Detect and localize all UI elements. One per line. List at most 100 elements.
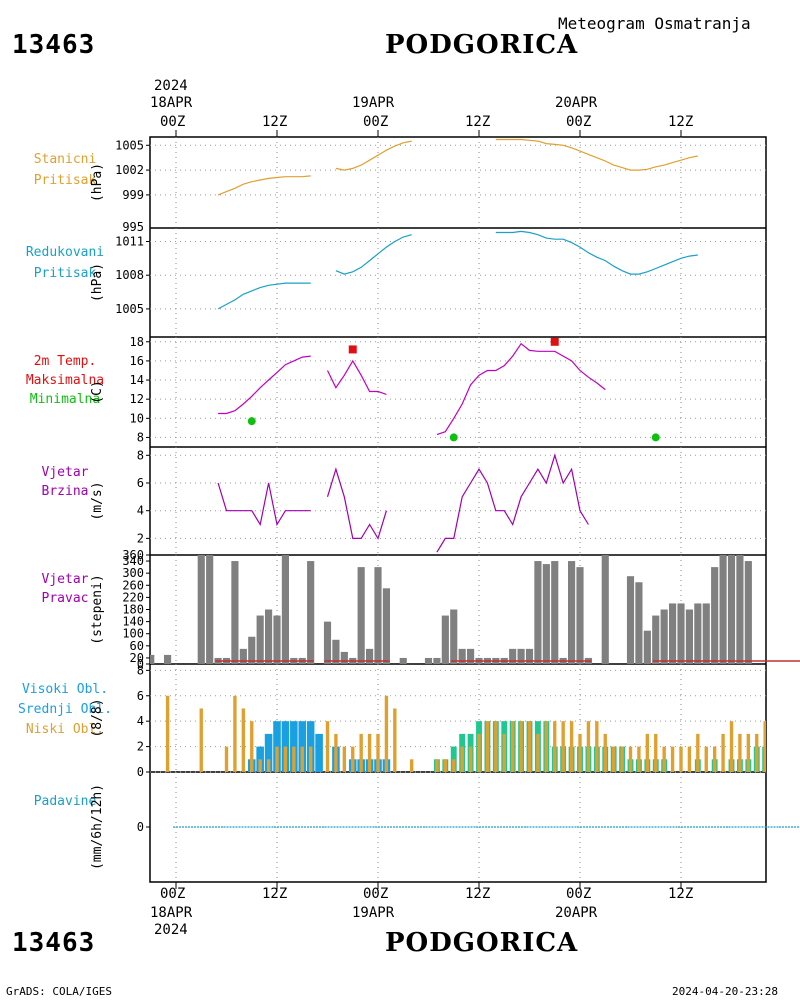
direction-bar <box>206 555 214 664</box>
cloud-bar <box>250 721 254 772</box>
direction-bar <box>635 582 643 664</box>
cloud-bar <box>342 746 347 772</box>
bottom-tick-1: 00Z <box>160 886 186 902</box>
y-tick-label: 995 <box>122 220 144 234</box>
cloud-bar <box>393 708 397 772</box>
top-date-3: 20APR <box>555 95 598 111</box>
series-line <box>782 242 800 261</box>
y-tick-label: 14 <box>130 373 144 387</box>
cloud-bar <box>351 746 355 772</box>
series-line <box>217 282 311 310</box>
series-line <box>335 140 412 171</box>
panel-label: Brzina <box>42 484 89 499</box>
direction-bar <box>197 555 205 664</box>
cloud-bar <box>325 721 330 772</box>
cloud-bar <box>738 733 742 772</box>
cloud-bar <box>670 746 675 772</box>
direction-bar <box>677 603 685 664</box>
top-tick-4: 12Z <box>465 114 491 130</box>
cloud-bar <box>241 708 246 772</box>
cloud-bar <box>292 746 296 772</box>
cloud-bar <box>452 759 456 772</box>
cloud-bar <box>603 733 607 772</box>
cloud-bar <box>772 721 775 772</box>
min-temp-marker <box>449 433 458 442</box>
cloud-bar <box>527 721 532 772</box>
series-line <box>218 355 311 415</box>
series-line <box>782 145 800 160</box>
min-temp-marker <box>651 433 660 442</box>
cloud-bar <box>460 746 464 772</box>
cloud-bar <box>645 733 650 772</box>
y-tick-label: 100 <box>122 627 144 641</box>
bottom-year: 2024 <box>154 922 188 938</box>
y-tick-label: 8 <box>137 663 144 677</box>
panel-label: 2m Temp. <box>34 354 97 369</box>
min-temp-marker <box>247 417 256 426</box>
max-temp-marker <box>348 345 357 354</box>
direction-bar <box>340 651 348 664</box>
panel-label: Niski Obl. <box>26 722 104 737</box>
direction-bar <box>307 561 315 664</box>
y-tick-label: 8 <box>137 448 144 462</box>
direction-bar <box>576 567 584 664</box>
direction-bar <box>382 588 390 664</box>
y-tick-label: 1005 <box>115 302 144 316</box>
y-axis-label: (hPa) <box>90 263 105 302</box>
bottom-date-2: 19APR <box>352 905 395 921</box>
cloud-bar <box>704 746 708 772</box>
direction-bar <box>332 639 340 664</box>
y-tick-label: 180 <box>122 603 144 617</box>
cloud-bar <box>569 721 574 772</box>
cloud-bar <box>536 733 540 772</box>
cloud-bar <box>679 746 683 772</box>
cloud-bar <box>477 733 481 772</box>
cloud-bar <box>468 746 473 772</box>
direction-bar <box>643 630 651 664</box>
panel-label: Vjetar <box>42 465 89 480</box>
cloud-bar <box>628 746 633 772</box>
direction-bar <box>239 648 247 664</box>
direction-bar <box>256 615 264 664</box>
y-axis-label: (C) <box>90 380 105 403</box>
direction-bar <box>248 636 256 664</box>
y-tick-label: 220 <box>122 590 144 604</box>
bottom-tick-2: 12Z <box>262 886 288 902</box>
direction-bar <box>727 555 736 664</box>
max-temp-marker <box>550 337 559 346</box>
y-tick-label: 0 <box>137 657 144 671</box>
bottom-tick-3: 00Z <box>363 886 389 902</box>
panel-label: Pritisak <box>34 266 97 281</box>
cloud-bar <box>502 733 506 772</box>
direction-bar <box>626 576 635 664</box>
y-tick-label: 260 <box>122 578 144 592</box>
cloud-bar <box>359 733 363 772</box>
series-line <box>326 359 387 395</box>
direction-bar <box>525 648 534 664</box>
direction-bar <box>424 657 433 664</box>
cloud-bar <box>409 759 414 772</box>
series-line <box>335 234 412 275</box>
bottom-tick-5: 00Z <box>566 886 592 902</box>
panel-label: Minimalna <box>30 392 100 407</box>
cloud-bar <box>165 695 170 772</box>
cloud-bar <box>721 733 725 772</box>
y-axis-label: (hPa) <box>90 163 105 202</box>
direction-bar <box>399 657 407 664</box>
direction-bar <box>374 567 382 664</box>
y-tick-label: 2 <box>137 531 144 545</box>
series-line <box>782 346 800 435</box>
direction-bar <box>660 609 668 664</box>
y-tick-label: 0 <box>137 820 144 834</box>
cloud-bar <box>611 746 616 772</box>
y-tick-label: 4 <box>137 504 144 518</box>
cloud-bar <box>553 721 557 772</box>
cloud-bar <box>494 721 498 772</box>
direction-bar <box>551 561 559 664</box>
y-tick-label: 1008 <box>115 268 144 282</box>
y-tick-label: 2 <box>137 740 144 754</box>
cloud-bar <box>595 721 599 772</box>
top-tick-6: 12Z <box>668 114 694 130</box>
cloud-bar <box>334 733 338 772</box>
